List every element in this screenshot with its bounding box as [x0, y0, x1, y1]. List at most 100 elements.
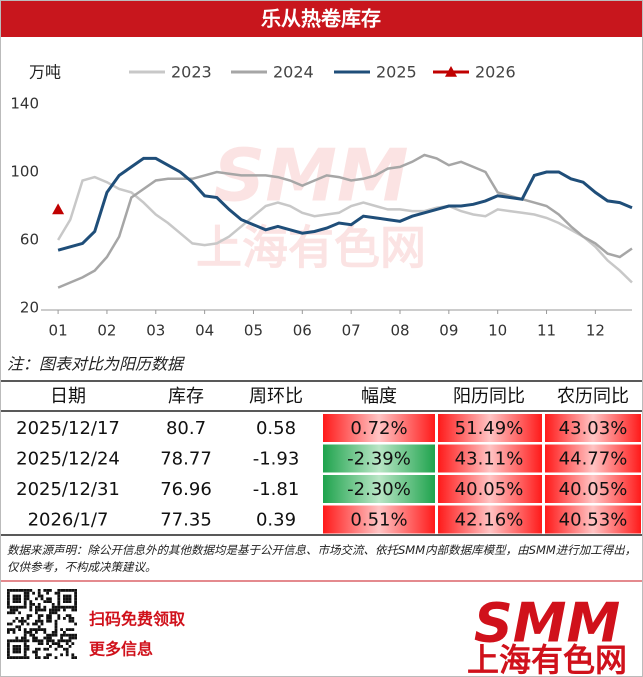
- qr-module: [7, 639, 10, 643]
- qr-module: [57, 605, 61, 609]
- qr-module: [68, 639, 72, 643]
- qr-module: [15, 650, 19, 654]
- note: 注：图表对比为阳历数据: [7, 355, 185, 374]
- table-cell: -2.30%: [347, 479, 411, 500]
- qr-module: [35, 597, 38, 601]
- qr-module: [12, 600, 16, 603]
- legend-marker: [445, 66, 457, 77]
- table-cell: -2.39%: [347, 449, 411, 470]
- qr-module: [51, 605, 55, 609]
- qr-module: [54, 628, 58, 631]
- qr-module: [37, 591, 41, 595]
- qr-module: [15, 625, 19, 629]
- qr-module: [63, 608, 66, 612]
- table-cell-bg: [438, 505, 542, 534]
- qr-module: [49, 645, 52, 648]
- qr-module: [26, 591, 30, 595]
- qr-module: [32, 628, 35, 631]
- qr-module: [15, 605, 19, 609]
- qr-module: [29, 608, 33, 612]
- table-header: 幅度: [361, 386, 397, 407]
- qr-module: [46, 642, 49, 645]
- qr-module: [63, 594, 66, 598]
- qr-module: [23, 650, 27, 654]
- qr-module: [7, 597, 10, 601]
- table-cell: 2025/12/31: [16, 479, 120, 500]
- x-tick-label: 12: [586, 322, 605, 340]
- qr-module: [71, 605, 75, 609]
- table-cell-bg: [323, 444, 435, 473]
- qr-module: [49, 611, 52, 615]
- table-cell: 0.39: [256, 510, 296, 531]
- table-header: 农历同比: [557, 386, 629, 407]
- qr-module: [43, 605, 47, 609]
- qr-module: [74, 636, 77, 640]
- qr-module: [37, 608, 41, 612]
- qr-module: [26, 639, 30, 643]
- qr-module: [65, 605, 69, 609]
- qr-module: [12, 656, 16, 659]
- qr-module: [65, 647, 69, 651]
- x-tick-label: 06: [293, 322, 312, 340]
- qr-module: [74, 597, 77, 601]
- qr-module: [7, 594, 10, 598]
- qr-module: [71, 636, 75, 640]
- qr-module: [74, 608, 77, 612]
- qr-module: [18, 647, 21, 651]
- qr-module: [74, 605, 77, 609]
- table-cell: -1.81: [253, 479, 300, 500]
- qr-module: [18, 597, 21, 601]
- qr-module: [18, 619, 21, 623]
- qr-module: [57, 645, 61, 648]
- table-header: 日期: [50, 386, 86, 407]
- table-header: 库存: [168, 386, 204, 407]
- qr-module: [49, 619, 52, 623]
- table-cell-bg: [323, 475, 435, 503]
- qr-module: [12, 608, 16, 612]
- x-tick-label: 09: [439, 322, 458, 340]
- qr-module: [12, 597, 16, 601]
- qr-module: [37, 625, 41, 629]
- qr-module: [26, 631, 30, 634]
- qr-module: [15, 639, 19, 643]
- qr-module: [63, 631, 66, 634]
- qr-module: [35, 628, 38, 631]
- qr-module: [29, 589, 33, 592]
- qr-module: [57, 614, 61, 617]
- table-cell: 2025/12/24: [16, 449, 120, 470]
- qr-module: [40, 614, 44, 617]
- table-cell: 44.77%: [559, 449, 628, 470]
- qr-module: [35, 631, 38, 634]
- qr-module: [23, 597, 27, 601]
- table-cell: 51.49%: [455, 418, 524, 439]
- qr-module: [21, 617, 24, 620]
- qr-module: [40, 608, 44, 612]
- qr-module: [21, 636, 24, 640]
- legend-label: 2026: [475, 63, 516, 82]
- qr-module: [68, 605, 72, 609]
- qr-module: [43, 636, 47, 640]
- qr-module: [15, 636, 19, 640]
- table-cell-bg: [438, 414, 542, 442]
- qr-module: [51, 633, 55, 637]
- qr-module: [40, 639, 44, 643]
- qr-module: [51, 603, 55, 606]
- qr-module: [7, 642, 10, 645]
- qr-module: [21, 619, 24, 623]
- table-cell-bg: [545, 505, 641, 534]
- qr-module: [68, 619, 72, 623]
- qr-module: [40, 597, 44, 601]
- qr-module: [35, 647, 38, 651]
- qr-module: [71, 633, 75, 637]
- qr-module: [57, 600, 61, 603]
- qr-module: [35, 653, 38, 657]
- qr-module: [68, 645, 72, 648]
- qr-module: [23, 600, 27, 603]
- qr-module: [23, 633, 27, 637]
- qr-code: [7, 589, 77, 659]
- qr-module: [9, 589, 13, 592]
- qr-module: [65, 650, 69, 654]
- qr-module: [65, 633, 69, 637]
- qr-module: [23, 591, 27, 595]
- qr-module: [12, 639, 16, 643]
